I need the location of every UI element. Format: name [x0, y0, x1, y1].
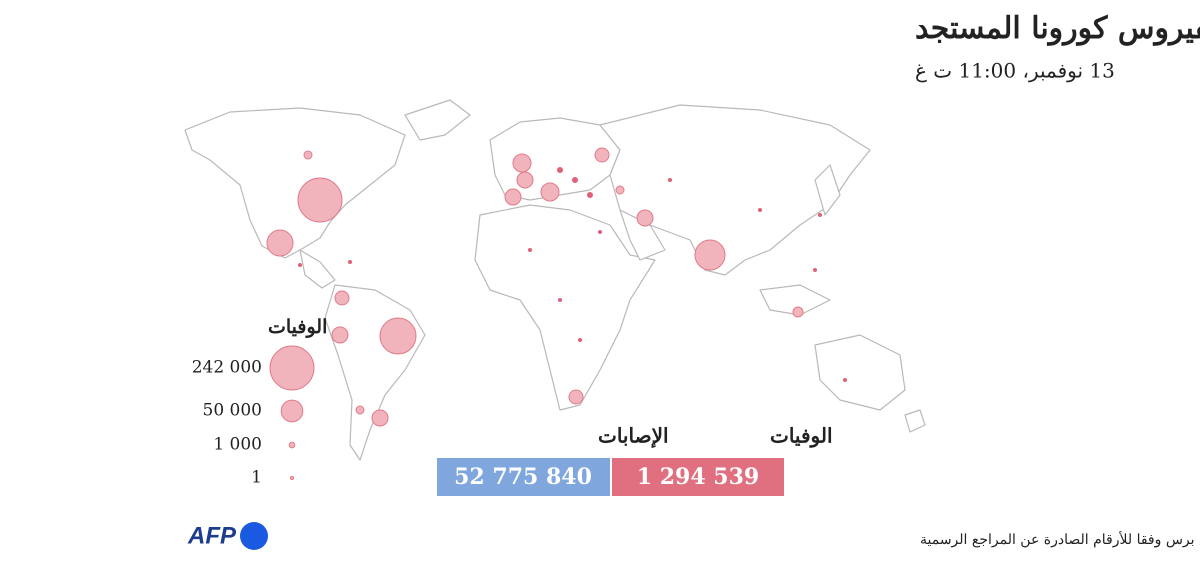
source: المصدر: تعداد لفرانس برس وفقا للأرقام ال… — [920, 530, 1200, 548]
legend-bubble — [289, 475, 295, 481]
subtitle: 13 نوفمبر، 11:00 ت غ — [915, 59, 1115, 83]
cases-value: 52 775 840 — [454, 464, 592, 490]
cases-label: الإصابات — [598, 424, 669, 449]
cases-box — [437, 458, 610, 496]
logo-dot — [240, 522, 268, 550]
title: الحصيلة العالمية لفيروس كورونا المستجد — [915, 11, 1200, 46]
world-map — [184, 99, 926, 461]
legend-bubble — [280, 399, 304, 423]
deaths-box — [612, 458, 784, 496]
legend-label: 50 000 — [203, 401, 262, 421]
deaths-value: 1 294 539 — [637, 464, 759, 490]
legend-label: 1 000 — [213, 435, 262, 455]
legend: 242 000 50 000 1 000 1 — [192, 345, 315, 488]
logo: AFP — [187, 522, 237, 549]
legend-label: 1 — [251, 468, 262, 488]
legend-bubble — [288, 441, 296, 449]
legend-label: 242 000 — [192, 358, 262, 378]
map-bubbles — [266, 147, 847, 427]
legend-bubble — [269, 345, 315, 391]
legend-title: الوفيات — [268, 316, 327, 338]
deaths-label: الوفيات — [770, 424, 833, 449]
